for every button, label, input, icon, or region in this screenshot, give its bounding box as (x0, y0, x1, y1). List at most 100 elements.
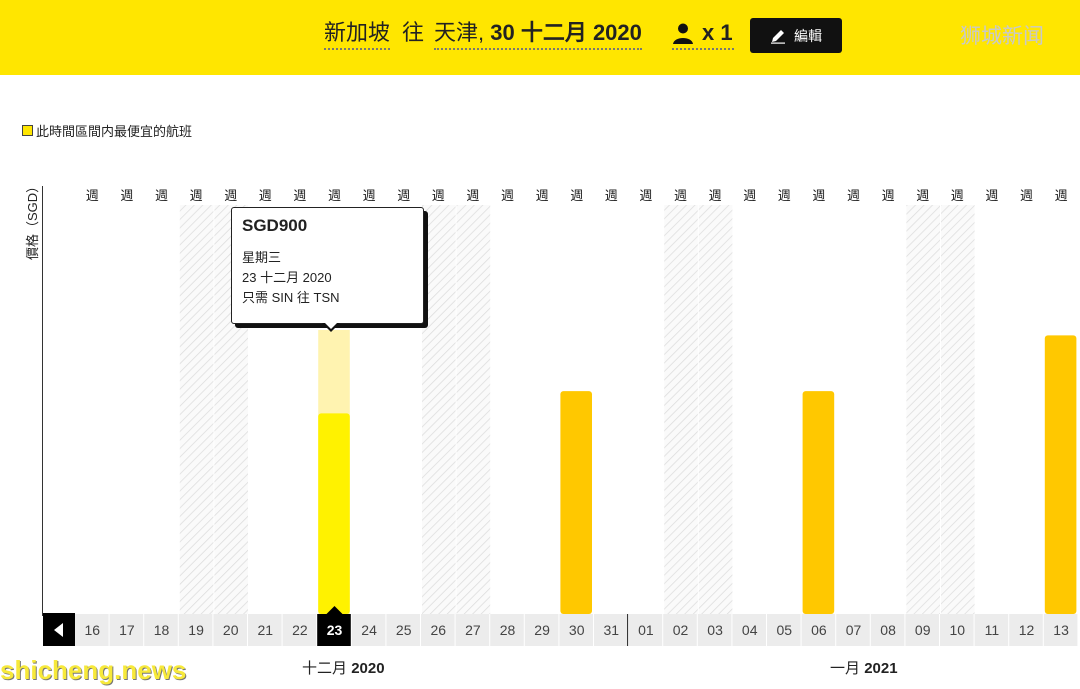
previous-week-button[interactable] (43, 613, 75, 646)
weekend-column (456, 205, 491, 614)
route-separator: 往 (402, 20, 425, 45)
date-label: 06 (811, 622, 827, 638)
date-label: 23 (327, 622, 343, 638)
week-marker: 週 (674, 189, 687, 204)
week-marker: 週 (536, 189, 549, 204)
tooltip-route: 只需 SIN 往 TSN (242, 290, 340, 305)
date-cell-07[interactable] (836, 614, 870, 646)
week-marker: 週 (570, 189, 583, 204)
passenger-count[interactable]: x 1 (672, 18, 734, 50)
date-cell-31[interactable] (594, 614, 628, 646)
weekend-column (664, 205, 698, 614)
price-tooltip: SGD900 星期三 23 十二月 2020 只需 SIN 往 TSN (231, 207, 424, 324)
week-marker: 週 (432, 189, 445, 204)
date-label: 29 (534, 622, 550, 638)
origin-city[interactable]: 新加坡 (324, 18, 391, 50)
date-cell-09[interactable] (905, 614, 939, 646)
date-cell-22[interactable] (282, 614, 317, 646)
date-cell-18[interactable] (144, 614, 178, 646)
date-label: 09 (915, 622, 931, 638)
date-cell-11[interactable] (974, 614, 1009, 646)
week-marker: 週 (743, 189, 756, 204)
date-label: 26 (431, 622, 447, 638)
tooltip-pointer-fill (324, 322, 338, 329)
watermark-bottom: shicheng.news (0, 655, 187, 685)
week-marker: 週 (605, 189, 618, 204)
week-marker: 週 (259, 189, 272, 204)
fare-bar-30 (560, 391, 592, 614)
week-marker: 週 (1055, 189, 1068, 204)
date-cell-27[interactable] (455, 614, 490, 646)
date-cell-10[interactable] (940, 614, 974, 646)
date-cell-04[interactable] (732, 614, 766, 646)
tooltip-date: 23 十二月 2020 (242, 270, 332, 285)
week-marker: 週 (328, 189, 341, 204)
date-label: 17 (119, 622, 135, 638)
date-label: 20 (223, 622, 239, 638)
week-marker: 週 (778, 189, 791, 204)
weekend-column (698, 205, 733, 614)
date-cell-21[interactable] (248, 614, 282, 646)
date-cell-25[interactable] (386, 614, 420, 646)
week-marker: 週 (293, 189, 306, 204)
destination-date[interactable]: 天津, 30 十二月 2020 (434, 18, 642, 50)
weekend-column (422, 205, 456, 614)
fare-bar-06 (802, 391, 835, 614)
date-cell-12[interactable] (1009, 614, 1043, 646)
date-label: 11 (985, 622, 1000, 638)
watermark-top: 狮城新闻 (960, 24, 1044, 48)
date-cell-28[interactable] (490, 614, 524, 646)
date-cell-19[interactable] (178, 614, 213, 646)
edit-button[interactable]: 編輯 (750, 18, 842, 53)
week-marker: 週 (847, 189, 860, 204)
date-label: 02 (673, 622, 689, 638)
week-marker: 週 (1020, 189, 1033, 204)
person-icon (673, 23, 693, 44)
date-label: 30 (569, 622, 585, 638)
selected-date-marker (326, 606, 343, 614)
date-label: 05 (777, 622, 793, 638)
date-cell-20[interactable] (213, 614, 247, 646)
date-cell-06[interactable] (801, 614, 836, 646)
date-cell-23[interactable] (317, 614, 351, 646)
week-marker: 週 (709, 189, 722, 204)
date-label: 01 (638, 622, 654, 638)
date-cell-01[interactable] (628, 614, 663, 646)
date-label: 27 (465, 622, 481, 638)
date-cell-16[interactable] (75, 614, 109, 646)
week-marker: 週 (501, 189, 514, 204)
date-cell-13[interactable] (1043, 614, 1078, 646)
date-label: 24 (361, 622, 377, 638)
date-cell-03[interactable] (697, 614, 732, 646)
legend-label: 此時間區間内最便宜的航班 (36, 124, 193, 139)
weekend-column (179, 205, 214, 614)
date-label: 16 (85, 622, 101, 638)
date-label: 25 (396, 622, 412, 638)
weekend-column (941, 205, 975, 614)
date-cell-05[interactable] (767, 614, 801, 646)
date-cell-30[interactable] (559, 614, 593, 646)
week-marker: 週 (397, 189, 410, 204)
date-cell-17[interactable] (109, 614, 144, 646)
week-marker: 週 (882, 189, 895, 204)
date-cell-29[interactable] (524, 614, 559, 646)
date-cell-24[interactable] (351, 614, 386, 646)
date-cell-08[interactable] (870, 614, 905, 646)
tooltip-weekday: 星期三 (242, 250, 282, 265)
week-marker: 週 (916, 189, 929, 204)
week-marker: 週 (466, 189, 479, 204)
month-name: 十二月 (302, 660, 348, 677)
date-cell-26[interactable] (421, 614, 455, 646)
date-label: 18 (154, 622, 170, 638)
date-label: 08 (880, 622, 896, 638)
date-label: 07 (846, 622, 862, 638)
week-marker: 週 (951, 189, 964, 204)
week-marker: 週 (812, 189, 825, 204)
week-marker: 週 (120, 189, 133, 204)
date-label: 04 (742, 622, 758, 638)
week-marker: 週 (155, 189, 168, 204)
top-header-bar: 新加坡 往 天津, 30 十二月 2020 x 1 編輯 狮城新闻 (0, 0, 1080, 75)
month-name: 一月 (830, 660, 861, 677)
date-cell-02[interactable] (663, 614, 697, 646)
y-axis-line (42, 186, 43, 616)
